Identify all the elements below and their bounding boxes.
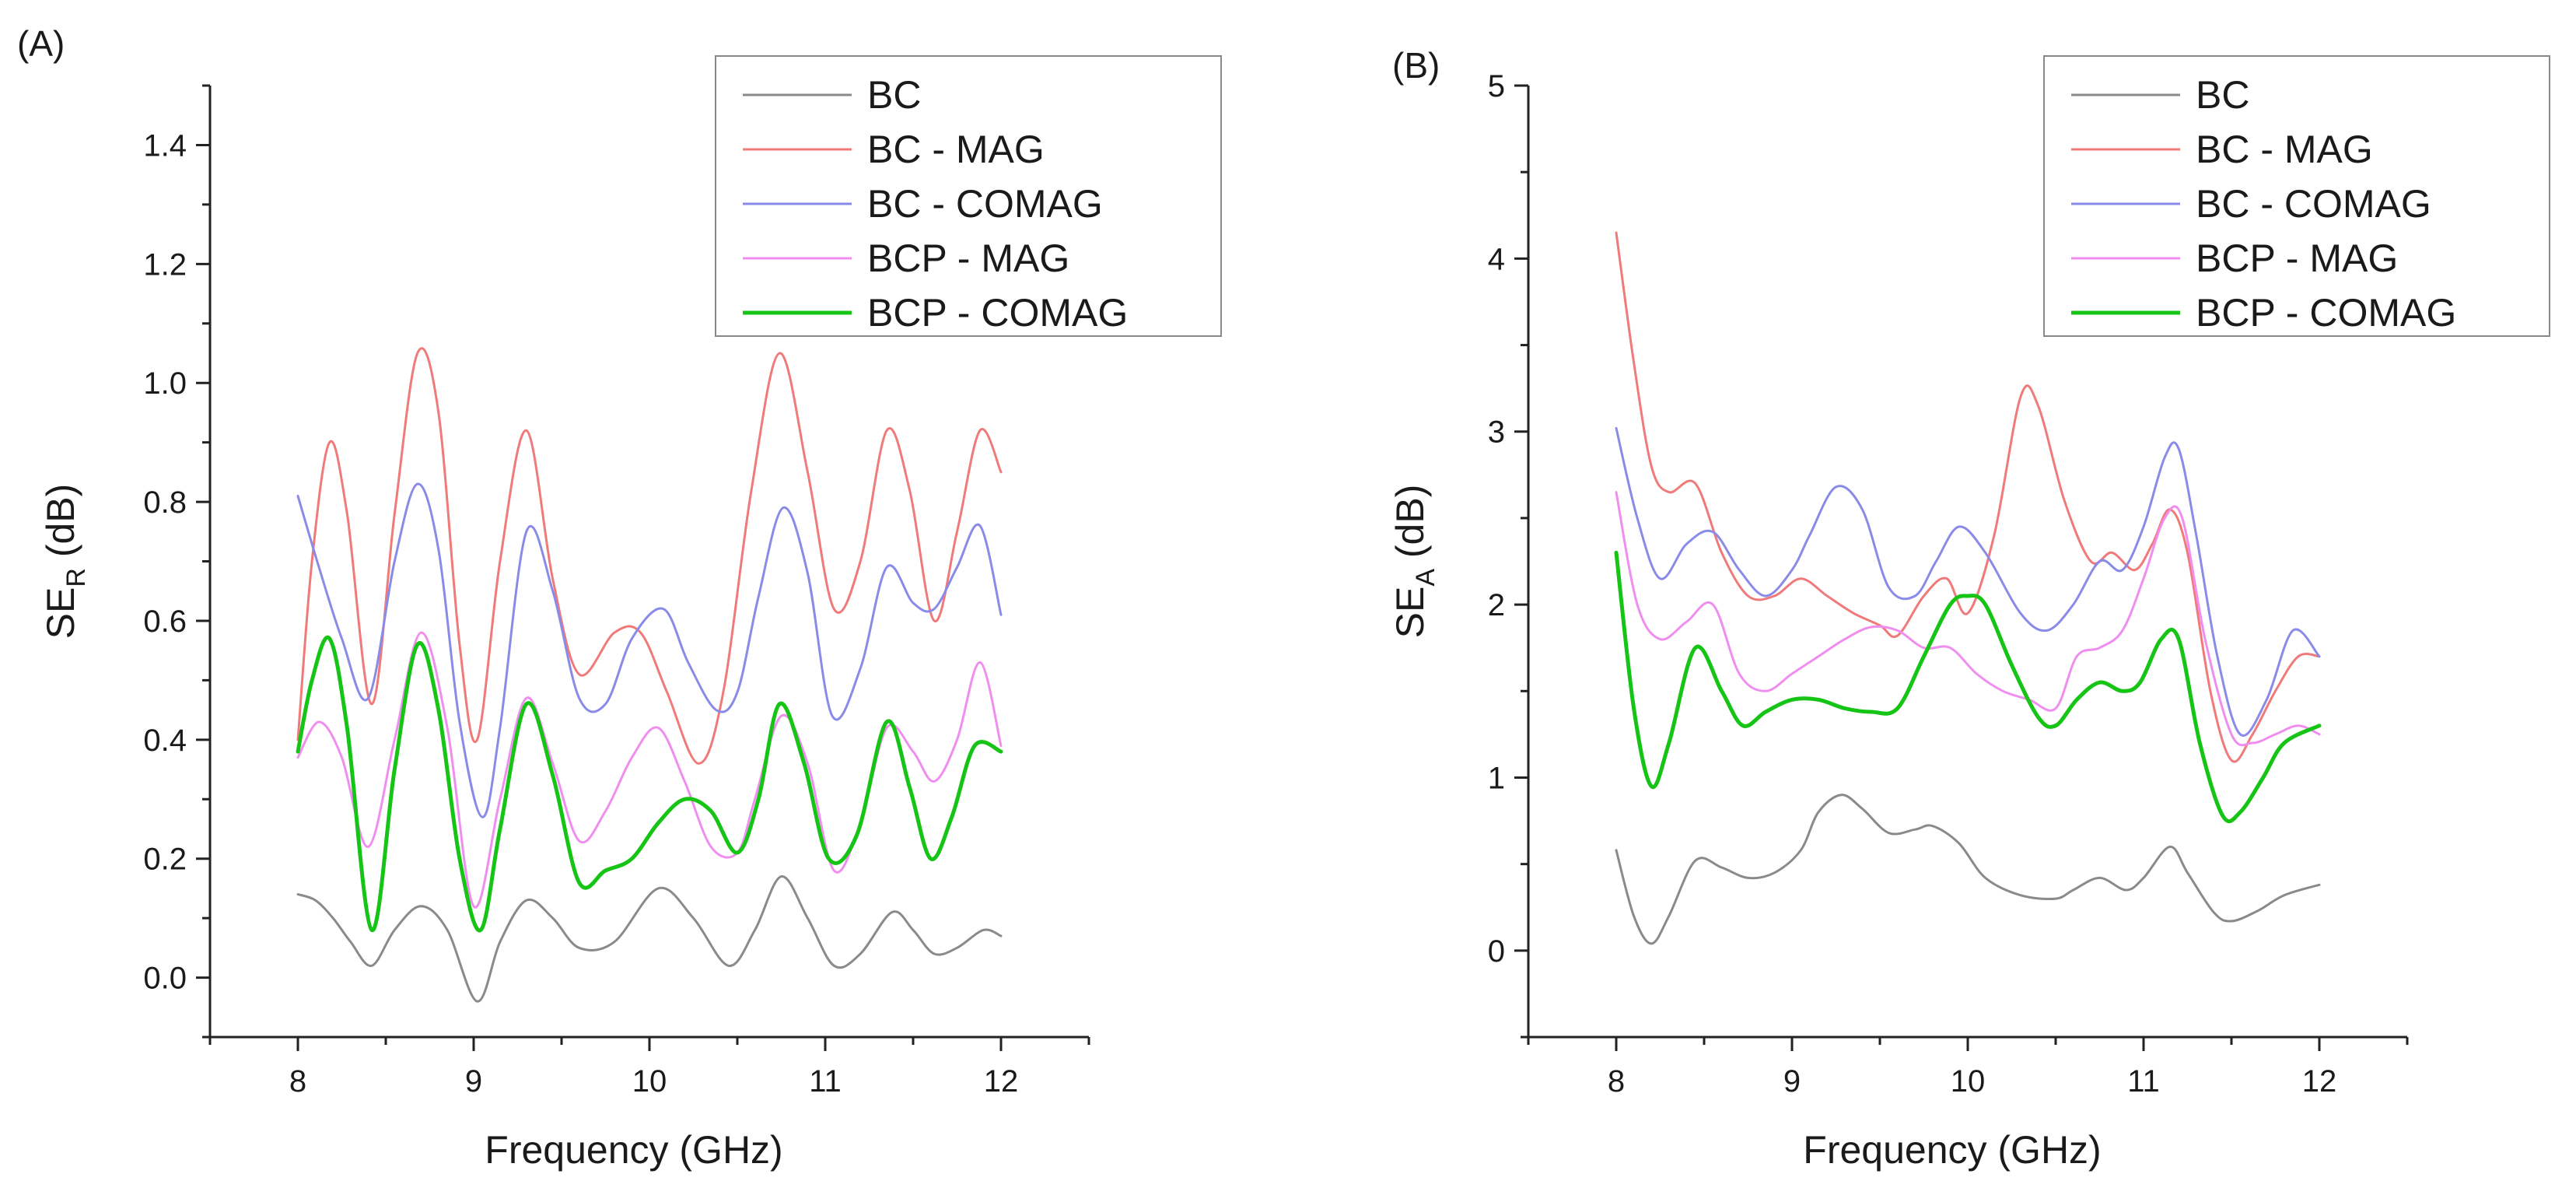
x-tick-label: 8 <box>1608 1064 1625 1099</box>
panel-label: (A) <box>17 23 65 64</box>
series-line-bc-mag <box>1615 231 2321 763</box>
series-line-bcp-comag <box>1614 550 2322 824</box>
y-axis-title-main: SE <box>39 587 82 640</box>
y-tick-label: 0.6 <box>143 605 187 639</box>
legend: BC BC - MAG BC - COMAG BCP - MAG BCP - COMAG <box>2043 55 2550 337</box>
y-axis-title: SEA (dB) <box>1388 485 1440 639</box>
y-axis-title: SER (dB) <box>39 484 91 640</box>
legend: BC BC - MAG BC - COMAG BCP - MAG BCP - COMAG <box>715 55 1222 337</box>
x-tick-label: 11 <box>2127 1064 2160 1099</box>
x-tick-label: 12 <box>2302 1064 2337 1099</box>
legend-label: BCP - MAG <box>867 237 1069 280</box>
y-tick-label: 5 <box>1488 69 1505 103</box>
y-axis-title-unit: (dB) <box>1388 485 1432 569</box>
x-tick-label: 12 <box>984 1064 1019 1099</box>
x-tick-label: 10 <box>632 1064 667 1099</box>
y-axis-title-main: SE <box>1388 587 1432 639</box>
y-axis-title-subscript: R <box>61 568 91 587</box>
legend-label: BC - COMAG <box>867 182 1103 226</box>
legend-label: BC - MAG <box>2196 128 2373 171</box>
series-line-bc-comag <box>1615 426 2321 738</box>
y-tick-label: 1.2 <box>143 247 187 282</box>
x-tick-label: 9 <box>1783 1064 1801 1099</box>
legend-label: BC <box>867 73 921 117</box>
y-tick-label: 0.0 <box>143 962 187 996</box>
y-tick-label: 0 <box>1488 934 1505 969</box>
legend-box <box>715 55 1222 337</box>
legend-label: BCP - COMAG <box>2196 291 2456 335</box>
panel-a: 8 9 10 11 12 0.0 0.2 0.4 0.6 0.8 1.0 1.2 1.4 BC BC - M… <box>17 23 1222 1172</box>
y-tick-label: 0.8 <box>143 485 187 520</box>
series-line-bcp-mag <box>296 631 1003 909</box>
y-axis-title-subscript: A <box>1411 569 1440 587</box>
x-tick-label: 8 <box>289 1064 306 1099</box>
x-axis-title: Frequency (GHz) <box>485 1128 782 1172</box>
y-tick-label: 3 <box>1488 415 1505 450</box>
legend-label: BC <box>2196 73 2249 117</box>
series-line-bc-comag <box>296 482 1003 818</box>
y-tick-label: 1 <box>1488 761 1505 795</box>
legend-label: BC - COMAG <box>2196 182 2431 226</box>
y-tick-label: 0.4 <box>143 724 187 758</box>
x-tick-label: 9 <box>465 1064 482 1099</box>
legend-label: BCP - COMAG <box>867 291 1128 335</box>
series-line-bcp-mag <box>1615 491 2321 747</box>
y-axis-title-unit: (dB) <box>39 484 82 568</box>
x-axis-title: Frequency (GHz) <box>1803 1128 2101 1172</box>
y-tick-label: 2 <box>1488 588 1505 622</box>
series-line-bcp-comag <box>296 635 1003 933</box>
y-tick-label: 0.2 <box>143 843 187 877</box>
legend-box <box>2043 55 2550 337</box>
series-line-bc <box>296 875 1003 1003</box>
legend-label: BCP - MAG <box>2196 237 2398 280</box>
x-tick-label: 11 <box>809 1064 842 1099</box>
y-tick-label: 4 <box>1488 242 1505 276</box>
panel-label: (B) <box>1392 45 1440 86</box>
legend-label: BC - MAG <box>867 128 1045 171</box>
y-tick-label: 1.4 <box>143 128 187 163</box>
series-line-bc <box>1615 794 2321 945</box>
x-tick-label: 10 <box>1951 1064 1986 1099</box>
y-tick-label: 1.0 <box>143 366 187 401</box>
